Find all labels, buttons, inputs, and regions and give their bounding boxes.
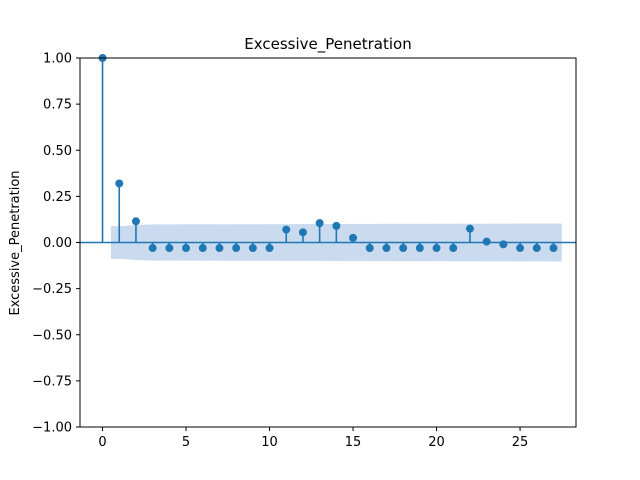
y-axis-label: Excessive_Penetration [8,170,23,315]
stem-marker [465,224,474,233]
stem-marker [182,244,191,253]
y-tick-label: 0.00 [43,236,72,251]
y-tick-label: 1.00 [43,52,72,67]
y-tick-label: 0.75 [43,98,72,113]
stems-layer [98,54,558,253]
stem-marker [549,244,558,253]
stem-marker [248,244,257,253]
stem-marker [432,244,441,253]
x-tick-label: 25 [512,435,529,450]
stem-marker [415,244,424,253]
stem-marker [516,244,525,253]
y-tick-label: −1.00 [32,421,72,436]
stem-marker [365,244,374,253]
stem-marker [215,244,224,253]
stem-marker [532,244,541,253]
stem-marker [499,240,508,249]
stem-marker [449,244,458,253]
x-tick-label: 15 [345,435,362,450]
stem-marker [265,244,274,253]
x-tick-label: 5 [182,435,190,450]
axes-layer: 0 5 10 15 20 25 −1.00 −0.75 −0.50 −0.25 0.00 0.25 0.… [32,52,577,450]
stem-marker [315,219,324,228]
stem-marker [198,244,207,253]
stem-marker [148,244,157,253]
y-tick-label: −0.25 [32,282,72,297]
x-tick-label: 10 [261,435,278,450]
y-tick-label: −0.75 [32,374,72,389]
x-tick-label: 20 [428,435,445,450]
stem-marker [382,244,391,253]
stem-marker [332,221,341,230]
stem-marker [232,244,241,253]
stem-marker [282,225,291,234]
y-tick-label: −0.50 [32,328,72,343]
stem-marker [482,237,491,246]
stem-marker [115,179,124,188]
stem-marker [131,217,140,226]
y-tick-label: 0.25 [43,190,72,205]
stem-marker [349,233,358,242]
y-tick-label: 0.50 [43,144,72,159]
chart-title: Excessive_Penetration [244,35,411,54]
stem-marker [399,244,408,253]
stem-marker [165,244,174,253]
x-tick-label: 0 [98,435,106,450]
stem-marker [298,228,307,237]
